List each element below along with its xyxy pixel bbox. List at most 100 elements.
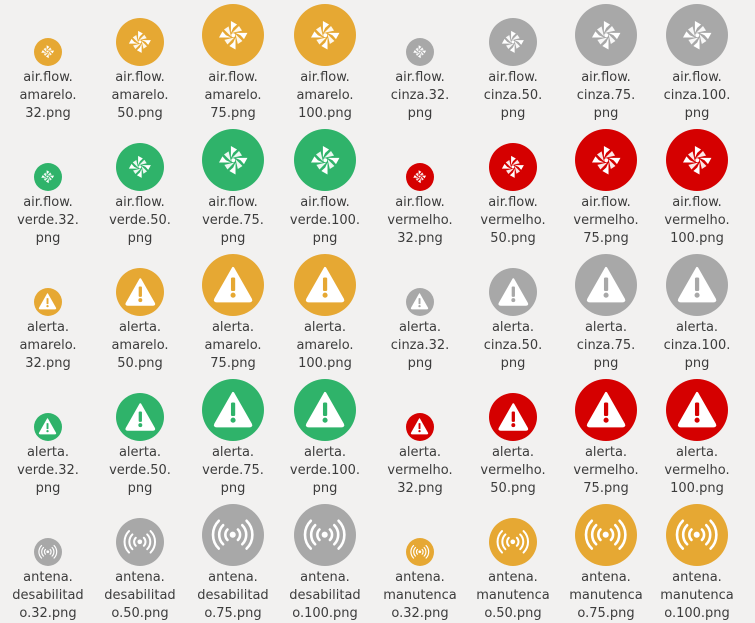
file-name: alerta. cinza.100. png — [663, 320, 731, 371]
file-thumbnail[interactable] — [188, 0, 278, 66]
file-item[interactable]: antena. desabilitad o.75.png — [188, 500, 278, 623]
file-thumbnail[interactable] — [561, 125, 651, 191]
file-item[interactable]: alerta. amarelo. 32.png — [3, 250, 93, 373]
file-thumbnail[interactable] — [375, 375, 465, 441]
file-item[interactable]: alerta. verde.100. png — [280, 375, 370, 498]
file-thumbnail[interactable] — [375, 125, 465, 191]
file-thumbnail[interactable] — [188, 250, 278, 316]
file-thumbnail[interactable] — [652, 125, 742, 191]
antenna-icon — [406, 538, 434, 566]
file-item[interactable]: air.flow. vermelho. 75.png — [561, 125, 651, 248]
file-item[interactable]: alerta. verde.75. png — [188, 375, 278, 498]
file-thumbnail[interactable] — [375, 250, 465, 316]
file-item[interactable]: alerta. cinza.75. png — [561, 250, 651, 373]
antenna-icon — [202, 504, 264, 566]
file-name: alerta. amarelo. 100.png — [296, 320, 354, 371]
file-thumbnail[interactable] — [3, 500, 93, 566]
file-item[interactable]: air.flow. vermelho. 32.png — [375, 125, 465, 248]
file-thumbnail[interactable] — [468, 375, 558, 441]
file-thumbnail[interactable] — [280, 500, 370, 566]
airflow-icon — [666, 4, 728, 66]
file-thumbnail[interactable] — [561, 500, 651, 566]
alert-icon — [34, 288, 62, 316]
file-item[interactable]: antena. desabilitad o.32.png — [3, 500, 93, 623]
file-thumbnail[interactable] — [561, 375, 651, 441]
file-item[interactable]: alerta. vermelho. 50.png — [468, 375, 558, 498]
alert-icon — [575, 379, 637, 441]
airflow-icon — [116, 143, 164, 191]
file-item[interactable]: alerta. vermelho. 100.png — [652, 375, 742, 498]
alert-icon — [489, 393, 537, 441]
file-item[interactable]: antena. manutenca o.100.png — [652, 500, 742, 623]
file-item[interactable]: air.flow. verde.32. png — [3, 125, 93, 248]
file-item[interactable]: alerta. verde.50. png — [95, 375, 185, 498]
file-item[interactable]: alerta. verde.32. png — [3, 375, 93, 498]
file-thumbnail[interactable] — [375, 0, 465, 66]
file-thumbnail[interactable] — [468, 0, 558, 66]
file-name: antena. manutenca o.100.png — [660, 570, 734, 621]
file-thumbnail[interactable] — [561, 250, 651, 316]
alert-icon — [34, 413, 62, 441]
file-thumbnail[interactable] — [652, 0, 742, 66]
airflow-icon — [116, 18, 164, 66]
file-thumbnail[interactable] — [468, 500, 558, 566]
file-thumbnail[interactable] — [3, 125, 93, 191]
file-thumbnail[interactable] — [280, 375, 370, 441]
file-thumbnail[interactable] — [188, 500, 278, 566]
file-item[interactable]: air.flow. verde.50. png — [95, 125, 185, 248]
file-item[interactable]: antena. manutenca o.32.png — [375, 500, 465, 623]
file-thumbnail[interactable] — [95, 375, 185, 441]
file-item[interactable]: antena. manutenca o.50.png — [468, 500, 558, 623]
alert-icon — [489, 268, 537, 316]
file-thumbnail[interactable] — [280, 125, 370, 191]
file-item[interactable]: air.flow. vermelho. 50.png — [468, 125, 558, 248]
file-item[interactable]: alerta. vermelho. 32.png — [375, 375, 465, 498]
file-item[interactable]: air.flow. vermelho. 100.png — [652, 125, 742, 248]
airflow-icon — [202, 129, 264, 191]
file-thumbnail[interactable] — [3, 250, 93, 316]
file-thumbnail[interactable] — [95, 125, 185, 191]
file-item[interactable]: air.flow. amarelo. 50.png — [95, 0, 185, 123]
file-item[interactable]: air.flow. cinza.100. png — [652, 0, 742, 123]
file-item[interactable]: alerta. amarelo. 50.png — [95, 250, 185, 373]
file-item[interactable]: air.flow. cinza.50. png — [468, 0, 558, 123]
file-thumbnail[interactable] — [375, 500, 465, 566]
file-name: antena. desabilitad o.100.png — [289, 570, 361, 621]
file-thumbnail[interactable] — [95, 0, 185, 66]
file-name: air.flow. verde.32. png — [17, 195, 79, 246]
file-thumbnail[interactable] — [3, 0, 93, 66]
file-item[interactable]: air.flow. amarelo. 100.png — [280, 0, 370, 123]
file-item[interactable]: antena. desabilitad o.100.png — [280, 500, 370, 623]
file-name: antena. desabilitad o.32.png — [12, 570, 84, 621]
file-item[interactable]: alerta. amarelo. 100.png — [280, 250, 370, 373]
file-item[interactable]: air.flow. cinza.32. png — [375, 0, 465, 123]
file-thumbnail[interactable] — [561, 0, 651, 66]
file-item[interactable]: alerta. cinza.32. png — [375, 250, 465, 373]
file-thumbnail[interactable] — [3, 375, 93, 441]
antenna-icon — [489, 518, 537, 566]
file-thumbnail[interactable] — [652, 500, 742, 566]
file-item[interactable]: antena. manutenca o.75.png — [561, 500, 651, 623]
file-thumbnail[interactable] — [188, 375, 278, 441]
file-thumbnail[interactable] — [188, 125, 278, 191]
file-item[interactable]: alerta. cinza.50. png — [468, 250, 558, 373]
file-item[interactable]: alerta. cinza.100. png — [652, 250, 742, 373]
file-item[interactable]: air.flow. verde.100. png — [280, 125, 370, 248]
file-item[interactable]: air.flow. amarelo. 32.png — [3, 0, 93, 123]
file-item[interactable]: air.flow. verde.75. png — [188, 125, 278, 248]
airflow-icon — [294, 4, 356, 66]
alert-icon — [202, 379, 264, 441]
file-thumbnail[interactable] — [468, 250, 558, 316]
file-thumbnail[interactable] — [95, 250, 185, 316]
file-item[interactable]: air.flow. cinza.75. png — [561, 0, 651, 123]
file-thumbnail[interactable] — [652, 375, 742, 441]
file-thumbnail[interactable] — [652, 250, 742, 316]
file-thumbnail[interactable] — [280, 250, 370, 316]
file-thumbnail[interactable] — [95, 500, 185, 566]
file-item[interactable]: alerta. amarelo. 75.png — [188, 250, 278, 373]
file-item[interactable]: alerta. vermelho. 75.png — [561, 375, 651, 498]
file-thumbnail[interactable] — [280, 0, 370, 66]
file-item[interactable]: air.flow. amarelo. 75.png — [188, 0, 278, 123]
file-item[interactable]: antena. desabilitad o.50.png — [95, 500, 185, 623]
file-thumbnail[interactable] — [468, 125, 558, 191]
